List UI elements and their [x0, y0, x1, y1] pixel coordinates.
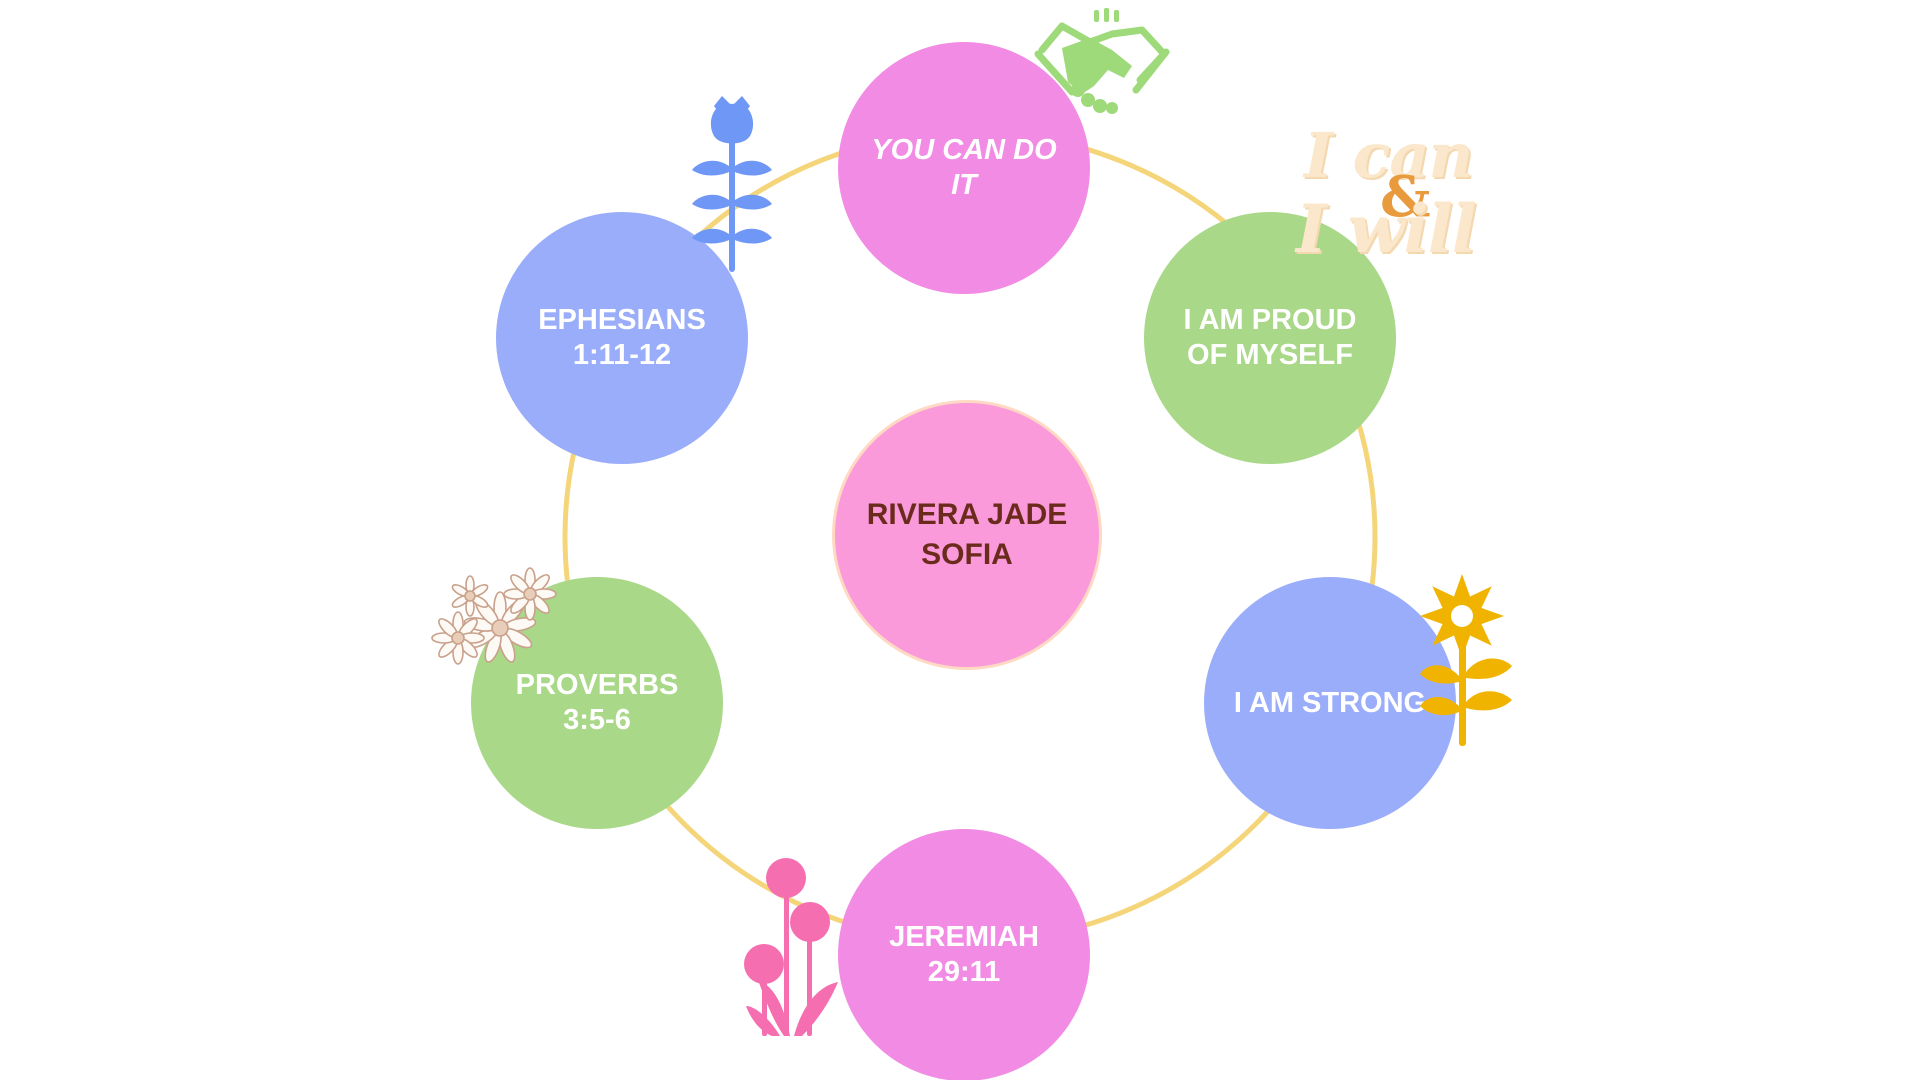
- center-node: RIVERA JADE SOFIA: [832, 400, 1102, 670]
- white-daisy-flowers-icon: [431, 567, 557, 665]
- node-you-can-do-it: YOU CAN DO IT: [838, 42, 1090, 294]
- node-label: PROVERBS 3:5-6: [515, 669, 679, 736]
- node-label: I AM PROUD OF MYSELF: [1183, 304, 1357, 371]
- yellow-flower-icon: [1420, 574, 1512, 746]
- center-label: RIVERA JADE SOFIA: [866, 497, 1068, 572]
- node-label: I AM STRONG: [1233, 686, 1427, 719]
- node-jeremiah: JEREMIAH 29:11: [838, 829, 1090, 1080]
- node-i-am-proud-of-myself: I AM PROUD OF MYSELF: [1144, 212, 1396, 464]
- node-i-am-strong: I AM STRONG: [1204, 577, 1456, 829]
- node-label: JEREMIAH 29:11: [889, 921, 1039, 988]
- pink-flowers-icon: [744, 858, 838, 1036]
- handshake-icon: [1034, 8, 1170, 114]
- i-can-i-will-sticker: I can & I will: [1296, 119, 1516, 278]
- blue-flower-icon: [692, 96, 772, 272]
- sticker-ampersand: &: [1380, 164, 1431, 230]
- node-label: EPHESIANS 1:11-12: [538, 304, 706, 371]
- sticker-line-2: I will: [1296, 190, 1477, 268]
- sticker-line-1: I can: [1304, 119, 1474, 192]
- node-label: YOU CAN DO IT: [871, 134, 1057, 201]
- node-ephesians: EPHESIANS 1:11-12: [496, 212, 748, 464]
